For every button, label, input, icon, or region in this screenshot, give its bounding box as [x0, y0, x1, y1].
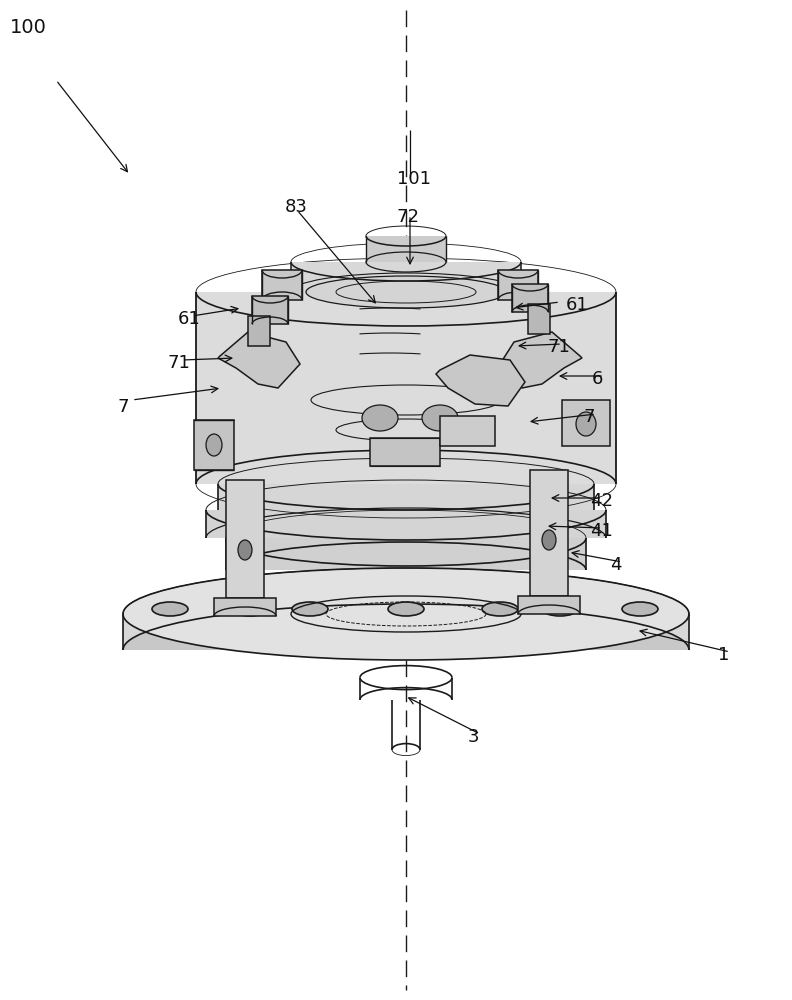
Text: 7: 7 [118, 398, 130, 416]
Polygon shape [500, 332, 582, 388]
Polygon shape [123, 614, 689, 650]
Ellipse shape [422, 405, 458, 431]
Polygon shape [366, 236, 446, 262]
Polygon shape [291, 262, 521, 292]
Text: 101: 101 [397, 170, 431, 188]
Ellipse shape [238, 540, 252, 560]
Text: 4: 4 [610, 556, 622, 574]
Ellipse shape [152, 602, 188, 616]
Polygon shape [226, 538, 586, 570]
Ellipse shape [622, 602, 658, 616]
Ellipse shape [482, 602, 518, 616]
Ellipse shape [576, 412, 596, 436]
Bar [440, 416, 495, 446]
Ellipse shape [362, 405, 398, 431]
Text: 61: 61 [178, 310, 200, 328]
Ellipse shape [388, 602, 424, 616]
Text: 61: 61 [566, 296, 588, 314]
Ellipse shape [123, 568, 689, 660]
Ellipse shape [542, 602, 578, 616]
Bar [248, 316, 270, 346]
Ellipse shape [306, 276, 506, 308]
Text: 71: 71 [168, 354, 191, 372]
Ellipse shape [542, 530, 556, 550]
Text: 83: 83 [285, 198, 308, 216]
Bar [528, 304, 550, 334]
Text: 41: 41 [590, 522, 613, 540]
Text: 71: 71 [548, 338, 571, 356]
Bar [370, 438, 440, 466]
Text: 42: 42 [590, 492, 613, 510]
Polygon shape [218, 484, 594, 510]
Bar [530, 470, 568, 596]
Bar [262, 270, 302, 300]
Bar [512, 284, 548, 312]
Polygon shape [206, 510, 606, 538]
Text: 1: 1 [718, 646, 729, 664]
Bar [214, 598, 276, 616]
Bar [252, 296, 288, 324]
Bar [226, 480, 264, 598]
Polygon shape [436, 355, 525, 406]
Text: 72: 72 [397, 208, 420, 226]
Text: 7: 7 [584, 408, 596, 426]
Bar [498, 270, 538, 300]
Text: 6: 6 [592, 370, 604, 388]
Bar [562, 400, 610, 446]
Bar [518, 596, 580, 614]
Polygon shape [123, 604, 689, 650]
Ellipse shape [206, 434, 222, 456]
Polygon shape [218, 332, 300, 388]
Text: 3: 3 [468, 728, 479, 746]
Ellipse shape [232, 602, 268, 616]
Text: 100: 100 [10, 18, 47, 37]
Bar [194, 420, 234, 470]
Ellipse shape [292, 602, 328, 616]
Polygon shape [196, 292, 616, 484]
